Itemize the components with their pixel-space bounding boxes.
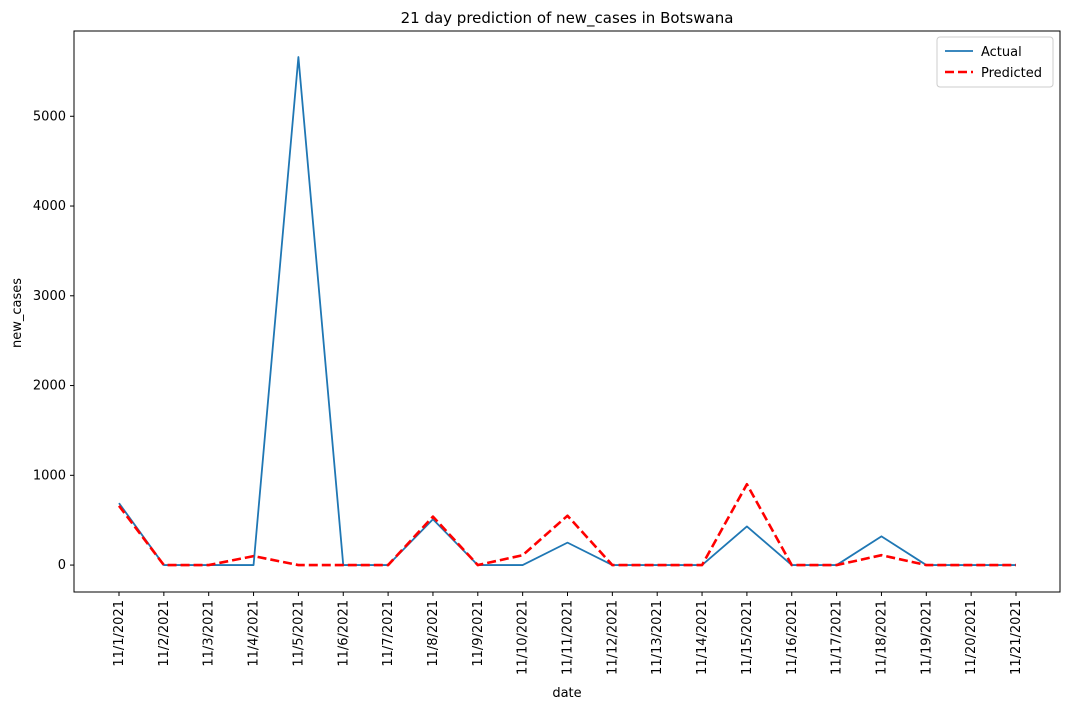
data-point-predicted <box>297 564 299 566</box>
data-point-predicted <box>118 505 120 507</box>
y-tick-label: 1000 <box>33 468 66 483</box>
x-axis-label: date <box>552 686 581 701</box>
x-tick-label: 11/16/2021 <box>785 600 800 675</box>
x-tick-label: 11/5/2021 <box>291 600 306 667</box>
data-point-predicted <box>432 516 434 518</box>
data-point-actual <box>522 564 524 566</box>
data-point-actual <box>880 535 882 537</box>
x-tick-label: 11/6/2021 <box>336 600 351 667</box>
data-point-predicted <box>880 554 882 556</box>
x-tick-label: 11/19/2021 <box>919 600 934 675</box>
x-tick-label: 11/2/2021 <box>157 600 172 667</box>
data-point-predicted <box>253 555 255 557</box>
series-line-predicted <box>117 482 1016 567</box>
x-tick-label: 11/21/2021 <box>1009 600 1024 675</box>
data-point-predicted <box>791 564 793 566</box>
data-point-predicted <box>163 564 165 566</box>
x-tick-label: 11/3/2021 <box>202 600 217 667</box>
data-point-predicted <box>1015 564 1017 566</box>
plot-area: 0 1000 2000 3000 4000 5000 11/1/2021 11/2/2021 1… <box>33 56 1024 675</box>
x-tick-label: 11/15/2021 <box>740 600 755 675</box>
data-point-predicted <box>746 483 748 485</box>
data-point-actual <box>746 525 748 527</box>
data-point-predicted <box>522 554 524 556</box>
x-tick-label: 11/9/2021 <box>471 600 486 667</box>
x-tick-label: 11/17/2021 <box>830 600 845 675</box>
plot-frame <box>73 30 1061 593</box>
data-point-predicted <box>925 564 927 566</box>
x-tick-label: 11/1/2021 <box>112 600 127 667</box>
data-point-predicted <box>567 515 569 517</box>
y-tick-label: 2000 <box>33 379 66 394</box>
data-point-predicted <box>970 564 972 566</box>
series-line-actual <box>118 56 1016 566</box>
data-point-actual <box>567 542 569 544</box>
x-tick-label: 11/13/2021 <box>650 600 665 675</box>
y-tick-label: 0 <box>58 558 66 573</box>
chart-title: 21 day prediction of new_cases in Botswa… <box>401 9 734 28</box>
data-point-predicted <box>836 564 838 566</box>
y-tick-label: 3000 <box>33 289 66 304</box>
legend: Actual Predicted <box>936 36 1054 88</box>
y-axis-label: new_cases <box>10 278 25 348</box>
x-tick-label: 11/10/2021 <box>516 600 531 675</box>
x-tick-label: 11/11/2021 <box>561 600 576 675</box>
data-point-actual <box>297 56 299 58</box>
data-point-predicted <box>477 564 479 566</box>
data-point-actual <box>253 564 255 566</box>
data-point-predicted <box>611 564 613 566</box>
data-point-predicted <box>656 564 658 566</box>
x-tick-label: 11/4/2021 <box>247 600 262 667</box>
data-point-actual <box>118 502 120 504</box>
x-tick-label: 11/7/2021 <box>381 600 396 667</box>
data-point-predicted <box>387 564 389 566</box>
x-tick-label: 11/20/2021 <box>964 600 979 675</box>
x-tick-label: 11/18/2021 <box>874 600 889 675</box>
y-tick-label: 4000 <box>33 199 66 214</box>
x-tick-label: 11/14/2021 <box>695 600 710 675</box>
legend-label-actual: Actual <box>981 45 1022 60</box>
data-point-predicted <box>342 564 344 566</box>
x-tick-label: 11/12/2021 <box>605 600 620 675</box>
y-tick-label: 5000 <box>33 109 66 124</box>
data-point-predicted <box>208 564 210 566</box>
legend-box <box>936 36 1054 88</box>
x-tick-label: 11/8/2021 <box>426 600 441 667</box>
data-point-predicted <box>701 564 703 566</box>
legend-label-predicted: Predicted <box>981 66 1042 81</box>
